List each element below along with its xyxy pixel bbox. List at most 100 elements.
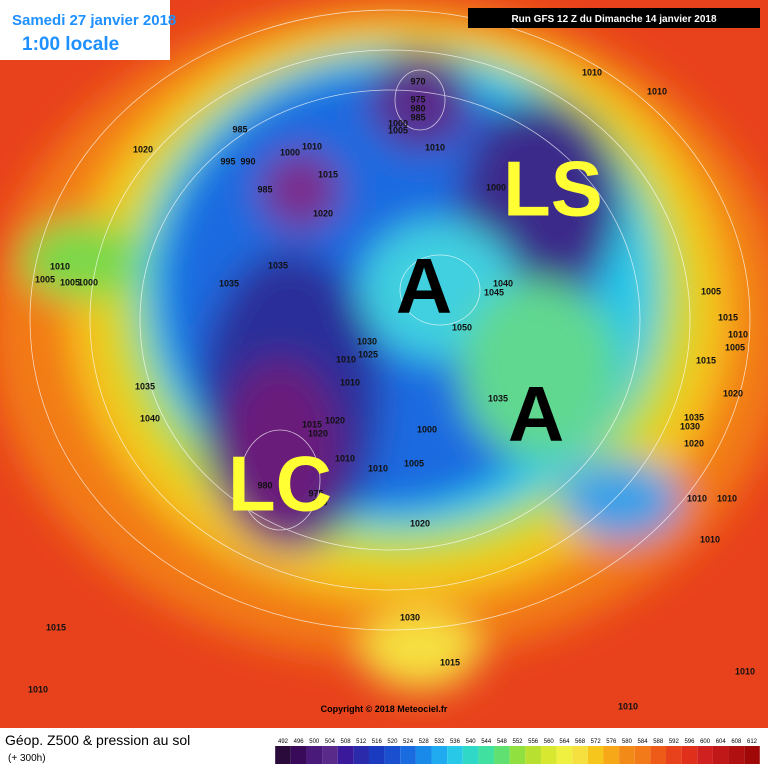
scale-swatch — [415, 746, 432, 764]
scale-label: 568 — [575, 739, 586, 745]
scale-swatch — [681, 746, 698, 764]
pressure-label: 1045 — [484, 287, 504, 297]
pressure-label: 1035 — [135, 381, 155, 391]
scale-swatch — [572, 746, 588, 764]
pressure-label: 1015 — [696, 355, 716, 365]
footer-title: Géop. Z500 & pression au sol — [5, 732, 190, 748]
scale-label: 572 — [591, 739, 602, 745]
scale-swatch — [337, 746, 354, 764]
scale-label: 564 — [559, 739, 570, 745]
scale-swatch — [494, 746, 510, 764]
scale-label: 592 — [669, 739, 680, 745]
pressure-label: 1010 — [50, 261, 70, 271]
pressure-label: 1010 — [735, 666, 755, 676]
scale-swatch — [587, 746, 604, 764]
pressure-label: 1000 — [388, 118, 408, 128]
scale-label: 536 — [450, 739, 461, 745]
scale-swatch — [275, 746, 291, 764]
scale-label: 504 — [325, 739, 336, 745]
color-scale: 492 496 500 504 508 512 516 520 524 528 532 536 540 5… — [275, 739, 760, 764]
scale-swatch — [400, 746, 416, 764]
pressure-label: 1005 — [701, 286, 721, 296]
pressure-label: 1005 — [388, 125, 408, 135]
scale-label: 544 — [481, 739, 492, 745]
pressure-label: 975 — [308, 488, 323, 498]
pressure-label: 995 — [220, 156, 235, 166]
scale-swatch — [619, 746, 635, 764]
scale-swatch — [431, 746, 448, 764]
pressure-label: 1030 — [357, 336, 377, 346]
pressure-label: 1005 — [35, 274, 55, 284]
pressure-label: 1050 — [452, 322, 472, 332]
scale-swatch — [540, 746, 557, 764]
scale-swatch — [744, 746, 760, 764]
scale-swatch — [728, 746, 745, 764]
scale-label: 528 — [419, 739, 430, 745]
pressure-label: 1020 — [308, 428, 328, 438]
field-background — [0, 0, 768, 728]
pressure-label: 1035 — [268, 260, 288, 270]
copyright: Copyright © 2018 Meteociel.fr — [321, 704, 448, 714]
pressure-label: 1010 — [368, 463, 388, 473]
pressure-label: 1010 — [618, 701, 638, 711]
pressure-label: 980 — [410, 103, 425, 113]
pressure-label: 1010 — [336, 354, 356, 364]
scale-swatch — [509, 746, 526, 764]
date: Samedi 27 janvier 2018 — [12, 12, 176, 29]
pressure-label: 1015 — [46, 622, 66, 632]
pressure-label: 1005 — [60, 277, 80, 287]
time: 1:00 locale — [22, 34, 119, 55]
pressure-label: 1005 — [404, 458, 424, 468]
pressure-label: 1040 — [493, 278, 513, 288]
pressure-label: 1010 — [582, 67, 602, 77]
scale-label: 540 — [466, 739, 477, 745]
pressure-label: 1010 — [728, 329, 748, 339]
pressure-label: 975 — [410, 94, 425, 104]
scale-label: 524 — [403, 739, 414, 745]
scale-label: 580 — [622, 739, 633, 745]
scale-label: 516 — [372, 739, 383, 745]
pressure-label: 1030 — [400, 612, 420, 622]
pressure-label: 1000 — [78, 277, 98, 287]
pressure-label: 1010 — [335, 453, 355, 463]
pressure-label: 1020 — [684, 438, 704, 448]
pressure-label: 1000 — [280, 147, 300, 157]
pressure-label: 1035 — [219, 278, 239, 288]
scale-label: 552 — [512, 739, 523, 745]
scale-label: 532 — [434, 739, 445, 745]
header-box — [0, 0, 170, 60]
scale-swatch — [368, 746, 385, 764]
pressure-label: 1010 — [717, 493, 737, 503]
pressure-label: 1015 — [718, 312, 738, 322]
scale-label: 576 — [606, 739, 617, 745]
pressure-label: 1000 — [486, 182, 506, 192]
pressure-label: 1020 — [313, 208, 333, 218]
scale-label: 604 — [716, 739, 727, 745]
scale-label: 496 — [294, 739, 305, 745]
scale-label: 500 — [309, 739, 320, 745]
scale-label: 588 — [653, 739, 664, 745]
pressure-label: 1015 — [440, 657, 460, 667]
scale-swatch — [650, 746, 667, 764]
pressure-label: 1030 — [680, 421, 700, 431]
pressure-system: A — [508, 370, 564, 458]
pressure-label: 1020 — [410, 518, 430, 528]
scale-swatch — [666, 746, 682, 764]
pressure-system: LS — [503, 145, 603, 233]
pressure-label: 1015 — [318, 169, 338, 179]
scale-swatch — [462, 746, 479, 764]
pressure-label: 1035 — [488, 393, 508, 403]
scale-label: 608 — [731, 739, 742, 745]
pressure-label: 1010 — [700, 534, 720, 544]
scale-label: 596 — [684, 739, 695, 745]
scale-swatch — [556, 746, 573, 764]
run: Run GFS 12 Z du Dimanche 14 janvier 2018 — [511, 14, 717, 25]
pressure-label: 985 — [257, 184, 272, 194]
pressure-label: 980 — [257, 480, 272, 490]
scale-swatch — [447, 746, 463, 764]
scale-label: 492 — [278, 739, 289, 745]
scale-swatch — [525, 746, 541, 764]
pressure-label: 1010 — [647, 86, 667, 96]
scale-label: 520 — [387, 739, 398, 745]
